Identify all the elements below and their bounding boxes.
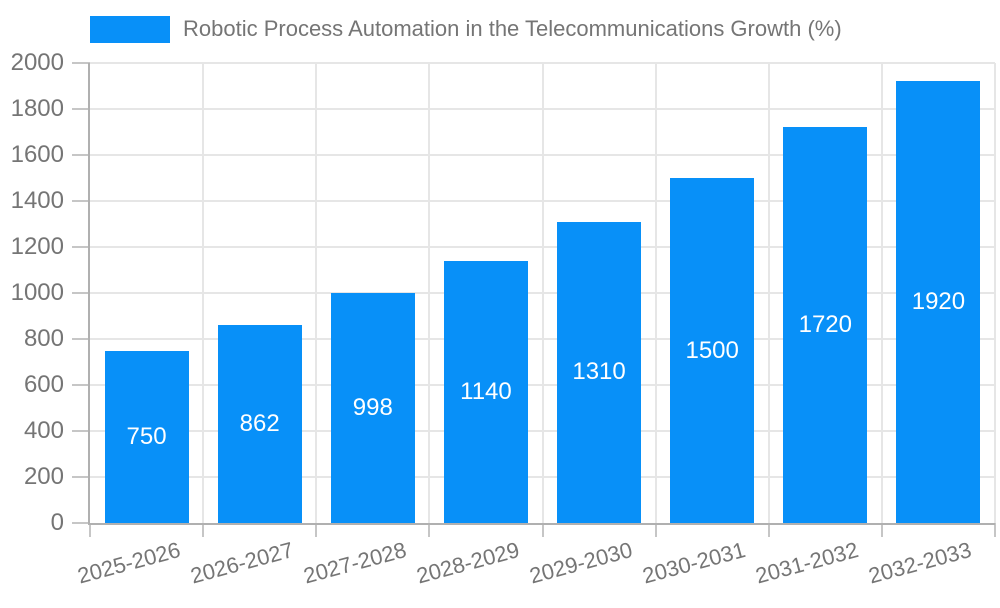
y-axis-tick [72, 292, 90, 294]
bar-2028-2029[interactable] [443, 260, 528, 523]
v-gridline [994, 63, 996, 523]
y-axis-tick [72, 108, 90, 110]
y-axis-label: 1600 [10, 141, 64, 168]
y-axis-label: 1000 [10, 279, 64, 306]
y-axis-label: 200 [23, 463, 64, 490]
y-axis-tick [72, 430, 90, 432]
bar-2025-2026[interactable] [104, 350, 189, 523]
y-axis-tick [72, 62, 90, 64]
x-axis-tick [767, 523, 770, 537]
y-axis-label: 1400 [10, 187, 64, 214]
x-axis-tick [202, 523, 205, 537]
bar-value-label: 1720 [798, 311, 852, 339]
y-axis-label: 400 [23, 417, 64, 444]
bar-value-label: 1920 [911, 288, 966, 316]
x-axis-tick [880, 523, 883, 537]
v-gridline [767, 63, 770, 523]
y-axis-line [88, 63, 90, 525]
x-axis-tick [654, 523, 657, 537]
v-gridline [880, 63, 883, 523]
bar-2032-2033[interactable] [896, 81, 981, 523]
y-axis-label: 1800 [10, 95, 64, 122]
y-axis-label: 800 [23, 325, 64, 352]
bar-2029-2030[interactable] [557, 221, 642, 523]
y-axis-tick [72, 338, 90, 340]
y-axis-label: 600 [23, 371, 64, 398]
x-axis-tick [428, 523, 431, 537]
v-gridline [541, 63, 544, 523]
v-gridline [428, 63, 431, 523]
bar-value-label: 1140 [460, 377, 512, 405]
v-gridline [654, 63, 657, 523]
legend-swatch [90, 16, 170, 43]
bar-value-label: 998 [352, 394, 393, 422]
y-axis-tick [72, 246, 90, 248]
x-axis-tick [89, 523, 91, 537]
bar-value-label: 862 [239, 409, 280, 437]
y-axis-label: 0 [50, 509, 64, 536]
x-axis-tick [315, 523, 318, 537]
y-axis-tick [72, 522, 90, 524]
bar-value-label: 1500 [685, 336, 739, 364]
legend-item[interactable]: Robotic Process Automation in the Teleco… [90, 16, 842, 43]
y-axis-label: 1200 [10, 233, 64, 260]
bar-2030-2031[interactable] [670, 178, 755, 523]
y-axis-tick [72, 154, 90, 156]
x-axis-tick [541, 523, 544, 537]
y-axis-tick [72, 476, 90, 478]
bar-2031-2032[interactable] [783, 127, 868, 523]
bar-value-label: 750 [126, 422, 167, 450]
y-axis-label: 2000 [10, 49, 64, 76]
v-gridline [202, 63, 205, 523]
bar-2027-2028[interactable] [330, 293, 415, 523]
bar-2026-2027[interactable] [217, 324, 302, 523]
x-axis-line [88, 523, 995, 525]
v-gridline [315, 63, 318, 523]
y-axis-tick [72, 200, 90, 202]
bar-value-label: 1310 [572, 358, 626, 386]
x-axis-tick [994, 523, 996, 537]
legend-label: Robotic Process Automation in the Teleco… [183, 16, 842, 42]
y-axis-tick [72, 384, 90, 386]
